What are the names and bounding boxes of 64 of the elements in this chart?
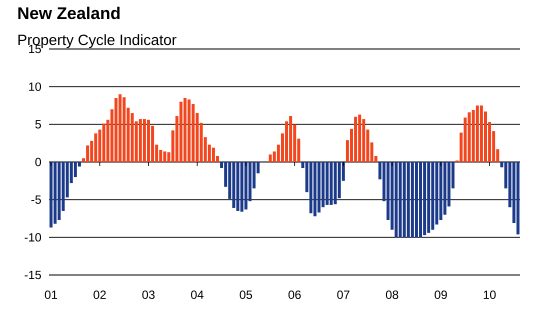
bar xyxy=(476,106,479,162)
x-tick-label: 01 xyxy=(44,290,58,299)
bar xyxy=(58,162,61,220)
bar xyxy=(54,162,57,224)
bar xyxy=(94,133,98,162)
x-tick-label: 07 xyxy=(337,290,350,299)
y-tick-label: -5 xyxy=(31,196,41,204)
bar xyxy=(439,162,442,220)
bar xyxy=(334,162,337,204)
bar xyxy=(318,162,321,212)
bar xyxy=(358,114,362,162)
bar xyxy=(431,162,434,230)
y-tick-label: 10 xyxy=(29,82,42,91)
bar xyxy=(480,106,483,162)
bar xyxy=(102,124,106,162)
bar xyxy=(326,162,329,205)
bar xyxy=(114,98,118,162)
x-tick-label: 03 xyxy=(142,290,155,299)
bar xyxy=(354,116,358,162)
bar xyxy=(406,162,410,238)
bar xyxy=(188,99,191,162)
x-tick-label: 06 xyxy=(288,290,301,299)
bar xyxy=(427,162,430,233)
bar xyxy=(146,120,150,162)
bar xyxy=(398,162,402,238)
y-tick-label: -15 xyxy=(24,270,41,280)
bar xyxy=(240,162,244,212)
bar xyxy=(179,102,182,162)
x-tick-label: 09 xyxy=(434,290,447,299)
bar xyxy=(232,162,236,208)
bar xyxy=(309,162,312,214)
bar xyxy=(142,119,146,162)
bar xyxy=(516,162,520,234)
bar xyxy=(414,162,418,238)
bar xyxy=(212,148,215,162)
x-tick-label: 05 xyxy=(240,290,252,299)
bar xyxy=(468,112,471,162)
x-tick-label: 08 xyxy=(386,290,398,299)
y-tick-label: 0 xyxy=(35,158,42,166)
y-tick-label: -10 xyxy=(24,233,42,242)
bar xyxy=(50,162,53,228)
x-tick-label: 04 xyxy=(191,290,204,299)
y-tick-label: 5 xyxy=(35,120,41,128)
bar xyxy=(192,104,195,162)
bar xyxy=(163,151,166,162)
bar xyxy=(423,162,426,236)
x-tick-label: 10 xyxy=(484,290,496,299)
bar xyxy=(313,162,316,216)
bar xyxy=(268,154,272,162)
bar xyxy=(330,162,333,205)
bar xyxy=(402,162,406,238)
bar xyxy=(419,162,422,238)
bar xyxy=(394,162,398,238)
bar xyxy=(410,162,414,238)
bar xyxy=(244,162,248,210)
bar xyxy=(184,98,187,162)
chart-title: New Zealand xyxy=(18,6,120,20)
bar xyxy=(289,116,292,162)
bar xyxy=(86,145,90,162)
bar xyxy=(138,119,142,162)
x-tick-label: 02 xyxy=(94,290,106,299)
bar xyxy=(236,162,240,211)
bar xyxy=(122,97,126,162)
bar xyxy=(118,94,122,162)
